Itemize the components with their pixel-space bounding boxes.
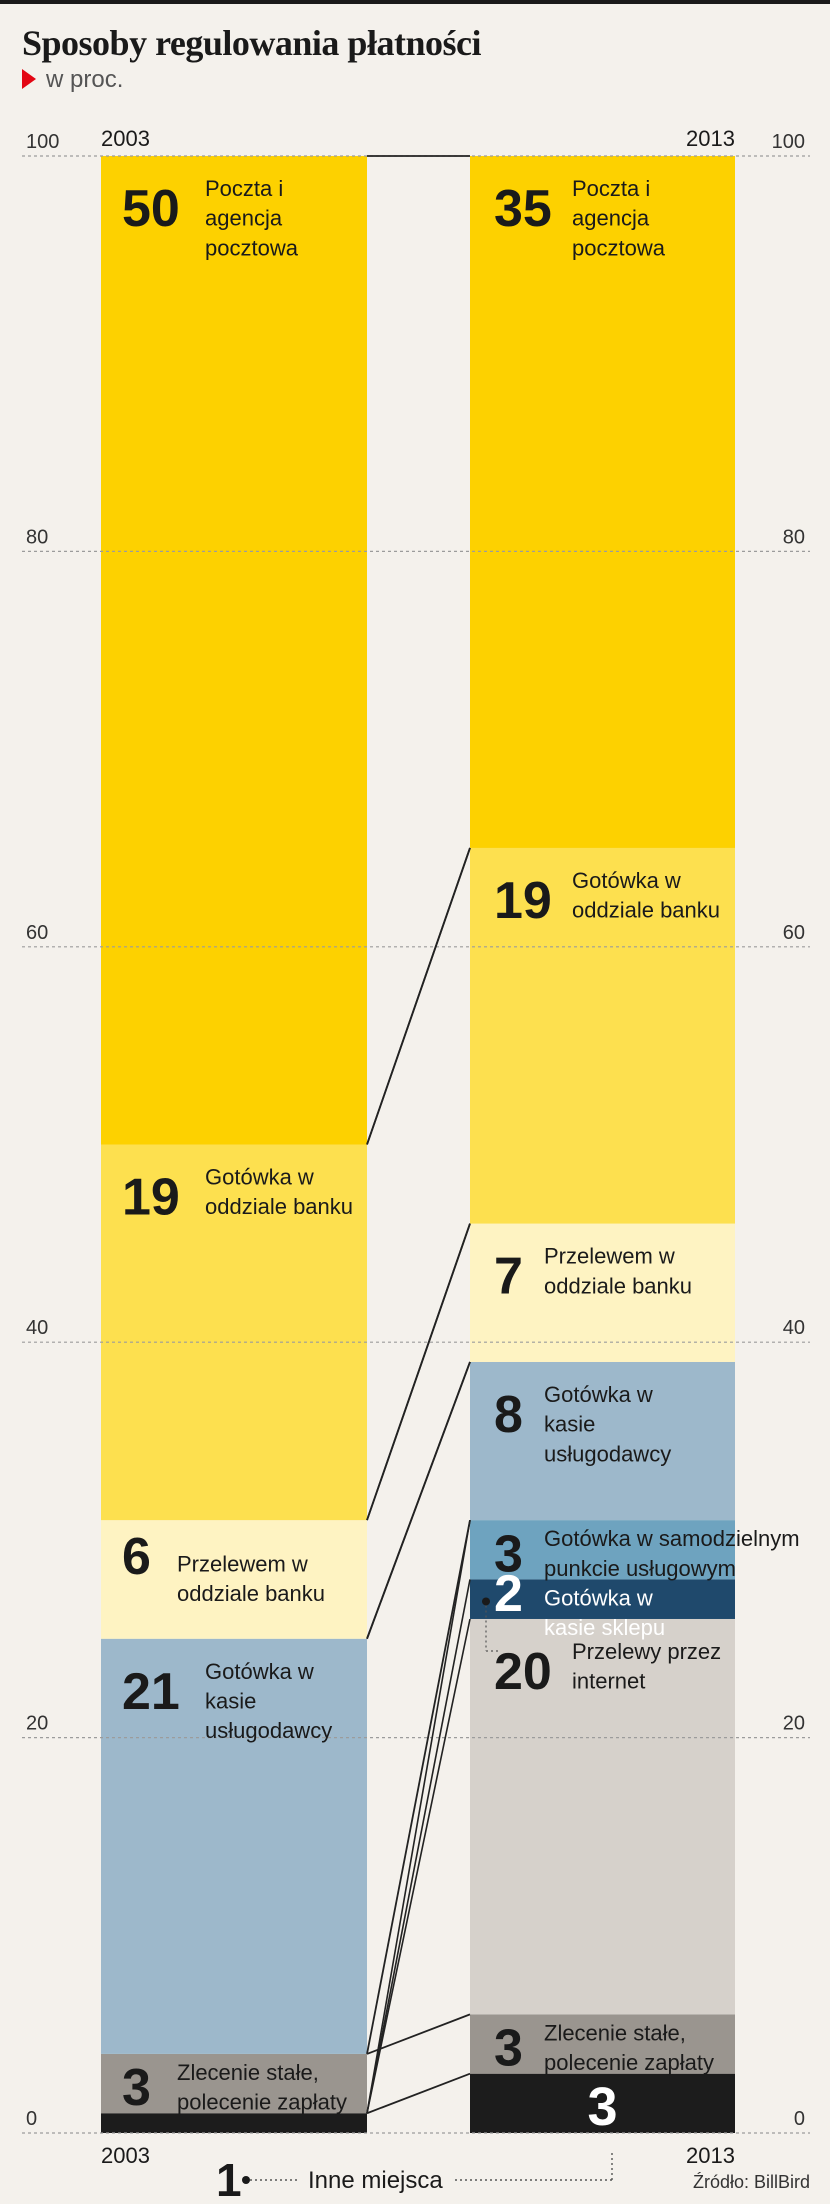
data-label-value: 3 xyxy=(494,1525,523,1583)
y-tick-label-left: 60 xyxy=(26,922,48,944)
data-label-value: 19 xyxy=(122,1169,180,1227)
y-tick-label-left: 40 xyxy=(26,1317,48,1339)
connectors-group xyxy=(366,155,471,2115)
y-tick-label-right: 0 xyxy=(794,2108,805,2130)
bars-group xyxy=(101,156,735,2133)
data-label-value: 3 xyxy=(587,2077,617,2137)
data-label-category: Zlecenie stałe, polecenie zapłaty xyxy=(544,2020,714,2075)
annotation-value: 1 xyxy=(216,2154,242,2204)
y-tick-label-left: 0 xyxy=(26,2108,37,2130)
bar-2013-segment-4 xyxy=(470,1520,735,1580)
chart-subtitle: w proc. xyxy=(22,66,123,94)
bar-2013-segment-2 xyxy=(470,1618,735,2015)
bar-year-label-top: 2003 xyxy=(101,126,150,151)
y-tick-label-right: 20 xyxy=(783,1713,805,1735)
y-tick-label-left: 80 xyxy=(26,526,48,548)
annotation-label: Inne miejsca xyxy=(308,2167,443,2194)
y-tick-label-right: 100 xyxy=(772,131,805,153)
data-label-category: Przelewy przez internet xyxy=(572,1639,721,1694)
subtitle-text: w proc. xyxy=(46,66,124,93)
annotation-dot xyxy=(482,1597,490,1606)
connector-line xyxy=(366,2072,471,2115)
data-label-category: Gotówka w kasie usługodawcy xyxy=(544,1382,671,1466)
data-label-value: 6 xyxy=(122,1528,151,1586)
bar-2003-segment-0 xyxy=(101,2113,367,2133)
data-label-category: Poczta i agencja pocztowa xyxy=(205,176,299,260)
connector-line xyxy=(366,1519,471,2055)
y-tick-label-left: 100 xyxy=(26,131,59,153)
data-label-category: Przelewem w oddziale banku xyxy=(544,1244,692,1299)
bar-2013-segment-1 xyxy=(470,2014,735,2074)
bar-2003-segment-3 xyxy=(101,1520,367,1639)
y-tick-label-right: 60 xyxy=(783,922,805,944)
data-label-category: Gotówka w kasie sklepu xyxy=(544,1585,665,1640)
source-note: Źródło: BillBird xyxy=(692,2172,810,2192)
data-label-value: 2 xyxy=(494,1565,523,1623)
data-label-value: 35 xyxy=(494,180,552,238)
bar-2013-segment-3 xyxy=(470,1579,735,1619)
connector-fan-line xyxy=(366,1519,471,2114)
data-label-value: 3 xyxy=(494,2020,523,2078)
data-label-value: 20 xyxy=(494,1643,552,1701)
connector-line xyxy=(366,847,471,1145)
y-tick-label-right: 80 xyxy=(783,526,805,548)
y-tick-label-right: 40 xyxy=(783,1317,805,1339)
data-label-value: 8 xyxy=(494,1386,523,1444)
data-label-value: 50 xyxy=(122,180,180,238)
bar-2013-segment-8 xyxy=(470,156,735,848)
chart-title: Sposoby regulowania płatności xyxy=(22,23,481,63)
bar-2003-segment-5 xyxy=(101,156,367,1145)
annotation-group: 1 Inne miejsca xyxy=(216,1597,613,2204)
data-label-category: Gotówka w oddziale banku xyxy=(572,868,720,923)
data-label-value: 3 xyxy=(122,2059,151,2117)
data-label-value: 21 xyxy=(122,1663,180,1721)
connector-line xyxy=(366,1223,471,1521)
data-label-category: Przelewem w oddziale banku xyxy=(177,1551,325,1606)
data-label-category: Poczta i agencja pocztowa xyxy=(572,176,666,260)
bar-2013-segment-7 xyxy=(470,847,735,1224)
bar-2013-segment-6 xyxy=(470,1223,735,1362)
year-labels-group: 2003 2003 2013 2013 xyxy=(101,126,735,2168)
top-rule xyxy=(0,0,830,4)
connector-line xyxy=(366,1361,471,1640)
data-label-category: Gotówka w oddziale banku xyxy=(205,1165,353,1220)
data-label-category: Gotówka w kasie usługodawcy xyxy=(205,1659,332,1743)
connector-fan-line xyxy=(366,1579,471,2114)
data-label-category: Gotówka w samodzielnym punkcie usługowym xyxy=(544,1526,800,1581)
data-label-value: 19 xyxy=(494,872,552,930)
connector-fan-line xyxy=(366,1618,471,2114)
y-tick-label-left: 20 xyxy=(26,1713,48,1735)
bar-2013-segment-5 xyxy=(470,1361,735,1521)
annotation-dot xyxy=(242,2176,250,2184)
bar-2013-segment-0 xyxy=(470,2073,735,2133)
connector-line xyxy=(366,2013,471,2055)
bar-year-label-bottom: 2003 xyxy=(101,2143,150,2168)
bar-2003-segment-4 xyxy=(101,1144,367,1521)
data-label-value: 7 xyxy=(494,1248,523,1306)
bar-year-label-top: 2013 xyxy=(686,126,735,151)
bar-2003-segment-1 xyxy=(101,2053,367,2114)
bar-year-label-bottom: 2013 xyxy=(686,2143,735,2168)
data-label-category: Zlecenie stałe, polecenie zapłaty xyxy=(177,2060,347,2115)
red-triangle-icon xyxy=(22,69,36,89)
grid-group: 0 0 20 20 40 40 60 60 80 80 100 100 xyxy=(22,131,810,2134)
bar-2003-segment-2 xyxy=(101,1638,367,2054)
